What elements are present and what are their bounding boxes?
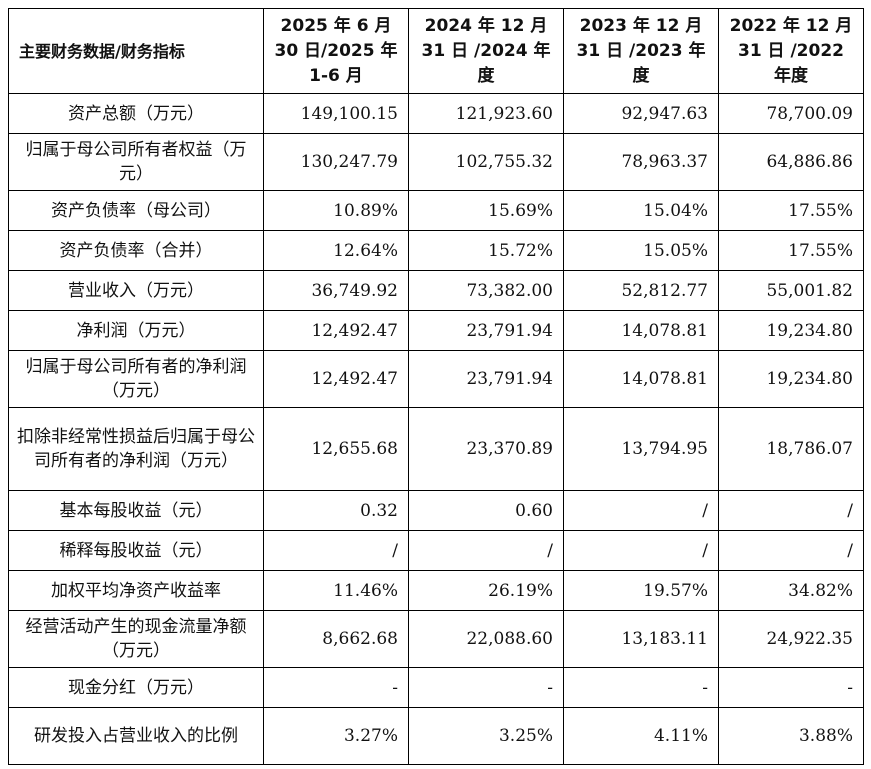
row-value: 15.69% (408, 190, 564, 231)
row-label: 归属于母公司所有者的净利润（万元） (8, 350, 264, 408)
row-label: 加权平均净资产收益率 (8, 570, 264, 611)
row-value: 121,923.60 (408, 93, 564, 134)
row-value: 17.55% (718, 190, 864, 231)
table-body: 资产总额（万元） 149,100.15 121,923.60 92,947.63 78,… (8, 93, 864, 765)
row-value: 0.60 (408, 490, 564, 531)
row-value: 78,963.37 (563, 133, 719, 191)
row-value: 23,370.89 (408, 407, 564, 491)
table-row: 净利润（万元） 12,492.47 23,791.94 14,078.81 19,234… (8, 310, 864, 351)
header-col-2024: 2024 年 12 月 31 日 /2024 年度 (408, 8, 564, 94)
table-row: 研发投入占营业收入的比例 3.27% 3.25% 4.11% 3.88% (8, 707, 864, 765)
row-value: 0.32 (263, 490, 409, 531)
row-value: 14,078.81 (563, 350, 719, 408)
row-value: - (263, 667, 409, 708)
row-value: 22,088.60 (408, 610, 564, 668)
row-value: 34.82% (718, 570, 864, 611)
row-value: 19.57% (563, 570, 719, 611)
row-label: 资产负债率（母公司） (8, 190, 264, 231)
row-value: 73,382.00 (408, 270, 564, 311)
row-value: 10.89% (263, 190, 409, 231)
row-value: 19,234.80 (718, 350, 864, 408)
header-label: 主要财务数据/财务指标 (8, 8, 264, 94)
row-value: 12,492.47 (263, 310, 409, 351)
table-row: 资产负债率（母公司） 10.89% 15.69% 15.04% 17.55% (8, 190, 864, 231)
header-col-2022: 2022 年 12 月 31 日 /2022 年度 (718, 8, 864, 94)
table-row: 加权平均净资产收益率 11.46% 26.19% 19.57% 34.82% (8, 570, 864, 611)
row-value: - (718, 667, 864, 708)
table-row: 经营活动产生的现金流量净额（万元） 8,662.68 22,088.60 13,183… (8, 610, 864, 668)
header-col-2023: 2023 年 12 月 31 日 /2023 年度 (563, 8, 719, 94)
table-row: 现金分红（万元） - - - - (8, 667, 864, 708)
row-value: 18,786.07 (718, 407, 864, 491)
row-value: 15.05% (563, 230, 719, 271)
table-row: 稀释每股收益（元） / / / / (8, 530, 864, 571)
row-label: 资产负债率（合并） (8, 230, 264, 271)
row-value: 15.72% (408, 230, 564, 271)
row-value: 4.11% (563, 707, 719, 765)
row-label: 净利润（万元） (8, 310, 264, 351)
row-value: 149,100.15 (263, 93, 409, 134)
row-value: / (563, 490, 719, 531)
table-row: 归属于母公司所有者的净利润（万元） 12,492.47 23,791.94 14,07… (8, 350, 864, 408)
row-value: 13,794.95 (563, 407, 719, 491)
row-label: 营业收入（万元） (8, 270, 264, 311)
row-label: 稀释每股收益（元） (8, 530, 264, 571)
row-label: 资产总额（万元） (8, 93, 264, 134)
row-value: 11.46% (263, 570, 409, 611)
row-value: 19,234.80 (718, 310, 864, 351)
table-row: 营业收入（万元） 36,749.92 73,382.00 52,812.77 55,00… (8, 270, 864, 311)
row-value: 23,791.94 (408, 350, 564, 408)
row-value: 23,791.94 (408, 310, 564, 351)
row-value: 78,700.09 (718, 93, 864, 134)
row-value: 12.64% (263, 230, 409, 271)
table-header: 主要财务数据/财务指标 2025 年 6 月 30 日/2025 年 1-6 月… (8, 8, 864, 94)
row-label: 研发投入占营业收入的比例 (8, 707, 264, 765)
row-value: 36,749.92 (263, 270, 409, 311)
row-value: / (718, 490, 864, 531)
row-value: 55,001.82 (718, 270, 864, 311)
row-value: 3.25% (408, 707, 564, 765)
row-value: / (563, 530, 719, 571)
row-label: 基本每股收益（元） (8, 490, 264, 531)
row-label: 扣除非经常性损益后归属于母公司所有者的净利润（万元） (8, 407, 264, 491)
table-row: 资产负债率（合并） 12.64% 15.72% 15.05% 17.55% (8, 230, 864, 271)
row-label: 现金分红（万元） (8, 667, 264, 708)
row-value: 102,755.32 (408, 133, 564, 191)
row-value: 12,655.68 (263, 407, 409, 491)
table-row: 扣除非经常性损益后归属于母公司所有者的净利润（万元） 12,655.68 23,37… (8, 407, 864, 491)
row-value: 14,078.81 (563, 310, 719, 351)
row-value: 3.27% (263, 707, 409, 765)
row-value: 13,183.11 (563, 610, 719, 668)
row-label: 经营活动产生的现金流量净额（万元） (8, 610, 264, 668)
header-col-2025h1: 2025 年 6 月 30 日/2025 年 1-6 月 (263, 8, 409, 94)
row-value: / (263, 530, 409, 571)
row-value: 64,886.86 (718, 133, 864, 191)
table-row: 资产总额（万元） 149,100.15 121,923.60 92,947.63 78,… (8, 93, 864, 134)
row-value: 52,812.77 (563, 270, 719, 311)
financial-table-container: 主要财务数据/财务指标 2025 年 6 月 30 日/2025 年 1-6 月… (8, 8, 864, 765)
row-value: 17.55% (718, 230, 864, 271)
row-label: 归属于母公司所有者权益（万元） (8, 133, 264, 191)
table-row: 归属于母公司所有者权益（万元） 130,247.79 102,755.32 78,96… (8, 133, 864, 191)
row-value: / (408, 530, 564, 571)
row-value: - (408, 667, 564, 708)
row-value: 12,492.47 (263, 350, 409, 408)
financial-data-table: 主要财务数据/财务指标 2025 年 6 月 30 日/2025 年 1-6 月… (8, 8, 864, 765)
row-value: 24,922.35 (718, 610, 864, 668)
row-value: / (718, 530, 864, 571)
row-value: 3.88% (718, 707, 864, 765)
row-value: 26.19% (408, 570, 564, 611)
row-value: 8,662.68 (263, 610, 409, 668)
row-value: 92,947.63 (563, 93, 719, 134)
row-value: 15.04% (563, 190, 719, 231)
row-value: - (563, 667, 719, 708)
table-row: 基本每股收益（元） 0.32 0.60// (8, 490, 864, 531)
row-value: 130,247.79 (263, 133, 409, 191)
